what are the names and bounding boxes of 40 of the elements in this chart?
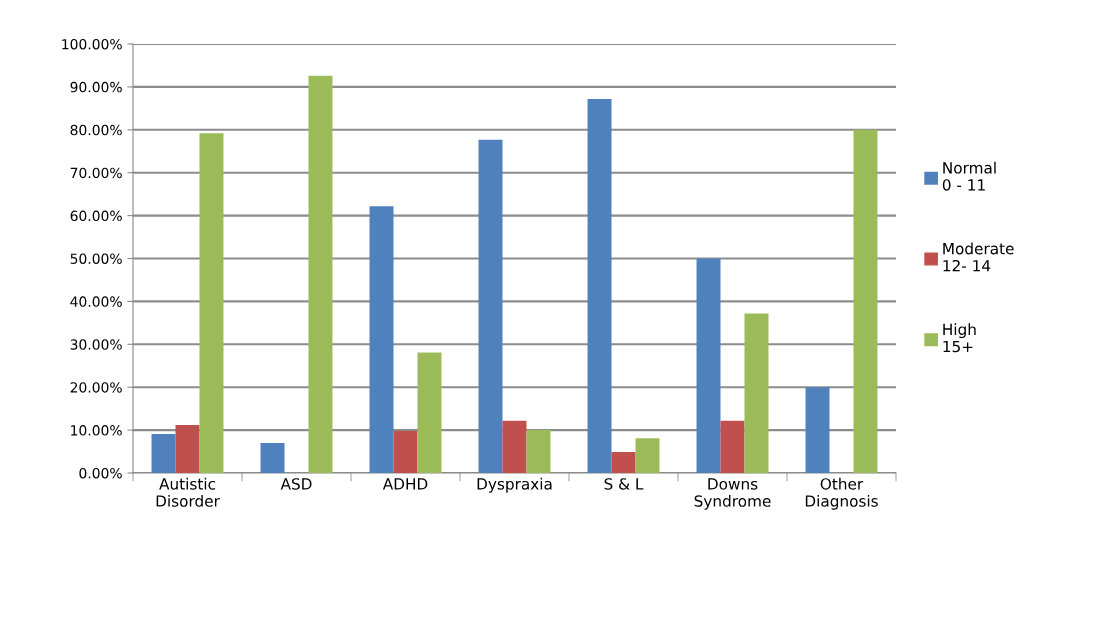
bar [635,438,660,473]
bar [744,313,769,473]
x-tick-label: ASD [280,478,312,490]
bar [260,442,285,473]
legend-label: Normal 0 - 11 [942,161,996,191]
bar [151,433,176,473]
bar [611,451,636,473]
y-tick-label: 100.00% [62,38,122,50]
bar [853,129,878,473]
bar [417,352,442,473]
y-tick-label: 90.00% [70,81,122,93]
y-tick-label: 70.00% [70,167,122,179]
x-tick-label: Other Diagnosis [805,477,878,510]
x-tick-label: Dyspraxia [477,477,552,493]
bar [393,430,418,473]
x-tick-label: ADHD [382,478,428,490]
legend-label: Moderate 12- 14 [943,242,1014,272]
x-tick-label: Downs Syndrome [694,478,771,510]
y-tick-label: 40.00% [70,296,122,307]
x-tick-label: Autistic Disorder [156,477,220,507]
legend-label: High 15+ [943,323,976,353]
y-tick-label: 60.00% [70,210,122,222]
bar [696,258,721,473]
bar [526,430,551,473]
y-tick-label: 30.00% [70,339,122,350]
bar [199,133,224,473]
bar [720,420,745,473]
y-tick-label: 20.00% [70,382,122,393]
y-tick-label: 80.00% [70,124,122,136]
bar [308,75,333,473]
bar [175,424,200,473]
x-tick-label: S & L [604,478,644,490]
y-tick-label: 50.00% [70,253,122,264]
bar [502,420,527,473]
y-tick-label: 10.00% [71,425,122,436]
bar [805,387,830,473]
y-tick-label: 0.00% [79,467,122,479]
bar [478,139,503,473]
bar [587,98,612,473]
bar [369,206,394,473]
